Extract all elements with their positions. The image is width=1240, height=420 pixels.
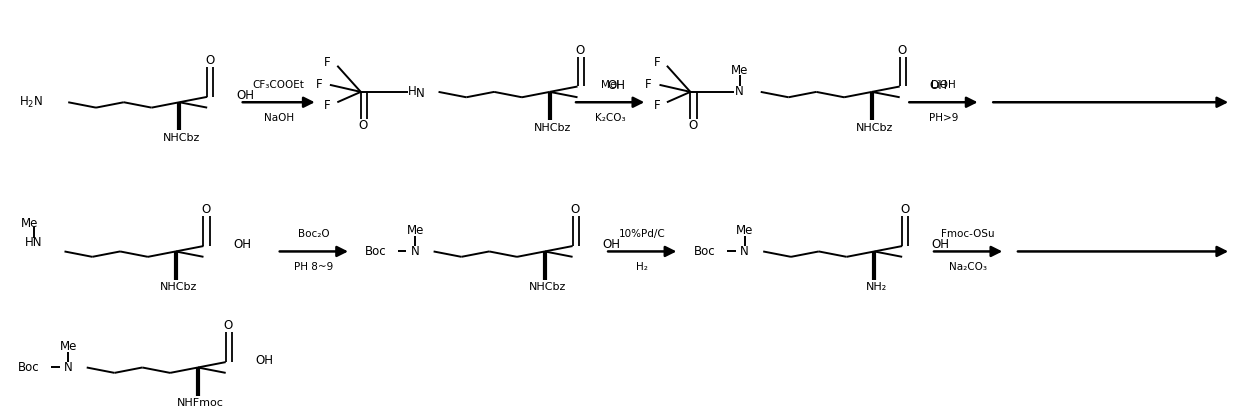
Text: Me: Me: [732, 64, 749, 77]
Text: NaOH: NaOH: [264, 113, 294, 123]
Text: OH: OH: [603, 238, 620, 251]
Text: OH: OH: [931, 238, 950, 251]
Text: Boc₂O: Boc₂O: [298, 229, 330, 239]
Text: K₂CO₃: K₂CO₃: [595, 113, 625, 123]
Text: Na₂CO₃: Na₂CO₃: [949, 262, 987, 272]
Text: O: O: [900, 203, 909, 216]
Text: Me: Me: [21, 217, 38, 230]
Text: MeI: MeI: [601, 80, 619, 90]
Text: OH: OH: [233, 238, 252, 251]
Text: Boc: Boc: [365, 245, 386, 258]
Text: N: N: [740, 245, 749, 258]
Text: O: O: [688, 119, 697, 132]
Text: O: O: [575, 44, 584, 57]
Text: Me: Me: [737, 224, 754, 237]
Text: O: O: [898, 44, 906, 57]
Text: 10%Pd/C: 10%Pd/C: [619, 229, 666, 239]
Text: PH 8~9: PH 8~9: [294, 262, 334, 272]
Text: O: O: [201, 203, 211, 216]
Text: O: O: [223, 319, 233, 332]
Text: O: O: [205, 54, 215, 67]
Text: LiOH: LiOH: [931, 80, 956, 90]
Text: OH: OH: [237, 89, 254, 102]
Text: NHCbz: NHCbz: [856, 123, 893, 133]
Text: OH: OH: [255, 354, 273, 368]
Text: F: F: [653, 99, 661, 112]
Text: O: O: [358, 119, 368, 132]
Text: N: N: [415, 87, 424, 100]
Text: Boc: Boc: [17, 361, 40, 374]
Text: NHCbz: NHCbz: [160, 282, 197, 292]
Text: Boc: Boc: [694, 245, 715, 258]
Text: Me: Me: [407, 224, 424, 237]
Text: N: N: [735, 85, 744, 98]
Text: H$_2$N: H$_2$N: [19, 94, 43, 110]
Text: Fmoc-OSu: Fmoc-OSu: [941, 229, 994, 239]
Text: F: F: [315, 79, 322, 91]
Text: NH₂: NH₂: [867, 282, 888, 292]
Text: F: F: [653, 56, 661, 69]
Text: H₂: H₂: [636, 262, 649, 272]
Text: NHCbz: NHCbz: [528, 282, 565, 292]
Text: PH>9: PH>9: [929, 113, 959, 123]
Text: H: H: [408, 84, 417, 97]
Text: NHCbz: NHCbz: [164, 133, 201, 143]
Text: Me: Me: [60, 340, 77, 353]
Text: OH: OH: [929, 79, 947, 92]
Text: O: O: [570, 203, 579, 216]
Text: F: F: [324, 56, 331, 69]
Text: CF₃COOEt: CF₃COOEt: [253, 80, 305, 90]
Text: N: N: [410, 245, 419, 258]
Text: OH: OH: [608, 79, 625, 92]
Text: NHCbz: NHCbz: [533, 123, 570, 133]
Text: N: N: [63, 361, 73, 374]
Text: F: F: [645, 79, 652, 91]
Text: NHFmoc: NHFmoc: [177, 398, 223, 408]
Text: F: F: [324, 99, 331, 112]
Text: HN: HN: [25, 236, 42, 249]
